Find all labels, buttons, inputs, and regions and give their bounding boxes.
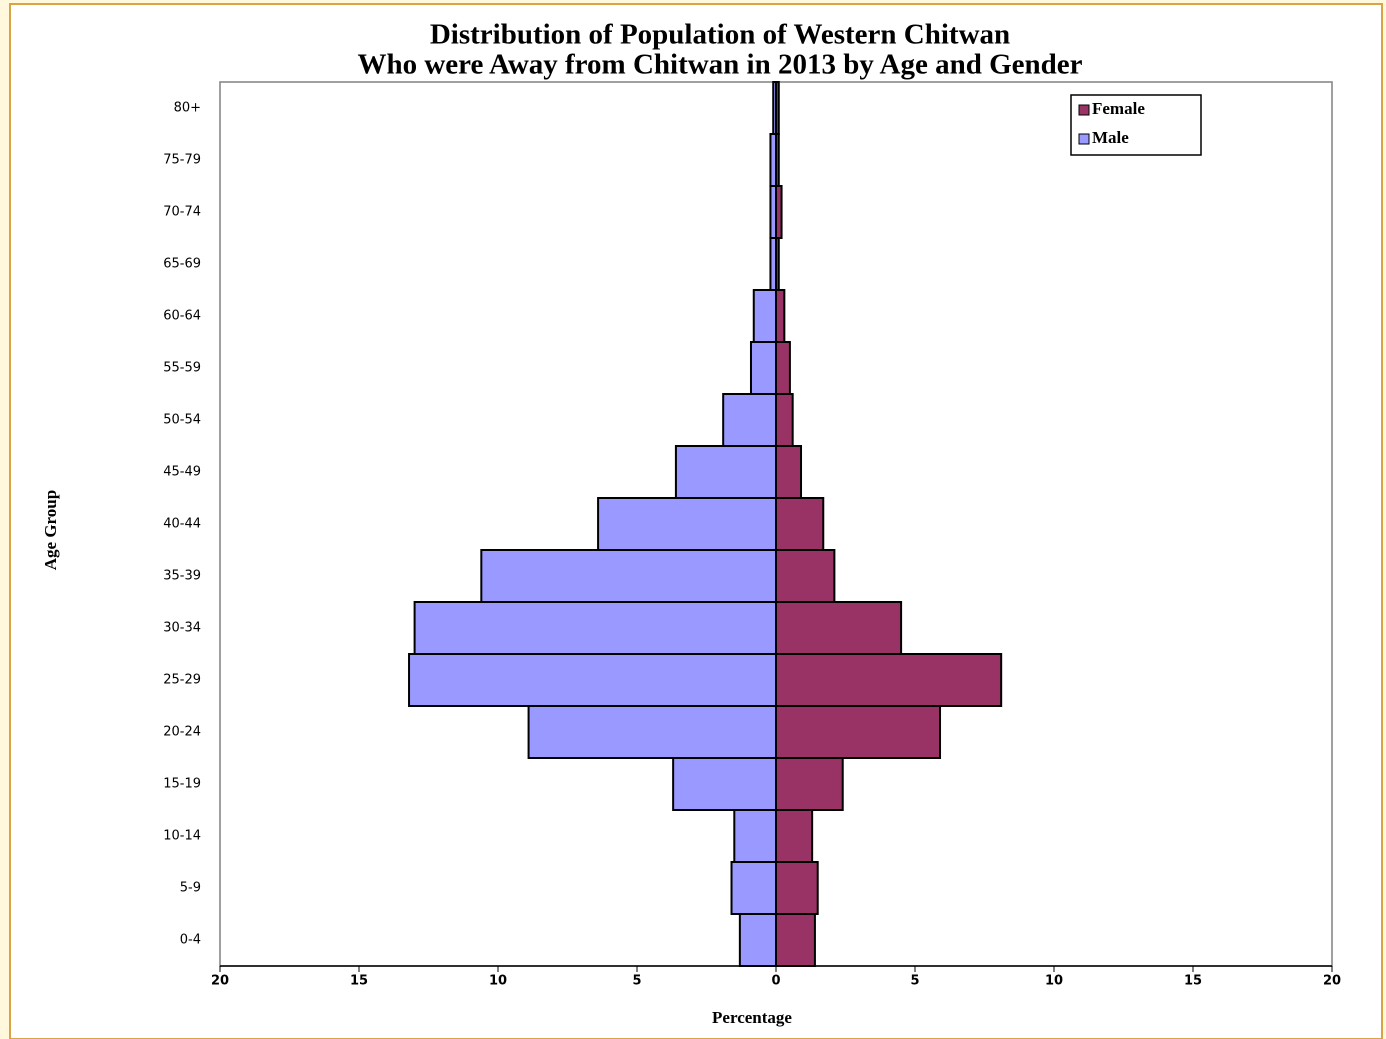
- legend-swatch: [1078, 133, 1090, 145]
- y-tick-label: 35-39: [163, 569, 201, 584]
- bar: [722, 393, 777, 447]
- bar: [408, 653, 777, 707]
- bar: [752, 289, 778, 343]
- chart-title: Who were Away from Chitwan in 2013 by Ag…: [357, 49, 1082, 81]
- x-tick-label: 5: [632, 974, 641, 989]
- x-axis-label: Percentage: [712, 1008, 792, 1027]
- x-tick-label: 10: [1045, 974, 1063, 989]
- y-tick-label: 25-29: [163, 673, 201, 688]
- bar: [730, 861, 778, 915]
- y-tick-label: 65-69: [163, 257, 201, 272]
- y-tick-label: 55-59: [163, 361, 201, 376]
- bar: [480, 549, 777, 603]
- bar: [597, 497, 778, 551]
- bar: [769, 237, 778, 291]
- y-tick-label: 70-74: [163, 205, 201, 220]
- bar: [775, 289, 786, 343]
- legend-label: Female: [1092, 99, 1145, 118]
- y-tick-label: 50-54: [163, 413, 201, 428]
- bar: [769, 185, 778, 239]
- legend-label: Male: [1092, 128, 1129, 147]
- y-tick-label: 60-64: [163, 309, 201, 324]
- legend-swatch: [1078, 104, 1090, 116]
- y-tick-label: 10-14: [163, 829, 201, 844]
- x-tick-label: 15: [350, 974, 368, 989]
- y-tick-label: 30-34: [163, 621, 201, 636]
- bar: [775, 757, 844, 811]
- x-tick-label: 15: [1184, 974, 1202, 989]
- bar: [672, 757, 778, 811]
- bar: [738, 913, 777, 967]
- chart-title: Distribution of Population of Western Ch…: [430, 19, 1010, 51]
- legend-box: [1070, 94, 1202, 156]
- bar: [775, 393, 794, 447]
- bar: [775, 601, 903, 655]
- y-axis-label: Age Group: [41, 490, 60, 570]
- bar: [674, 445, 777, 499]
- bar: [775, 861, 819, 915]
- bar: [775, 341, 791, 395]
- x-tick-label: 20: [1323, 974, 1341, 989]
- y-tick-label: 40-44: [163, 517, 201, 532]
- x-tick-label: 20: [211, 974, 229, 989]
- bar: [775, 653, 1003, 707]
- bar: [733, 809, 777, 863]
- y-tick-label: 80+: [174, 101, 201, 116]
- x-tick-label: 0: [771, 974, 780, 989]
- bar: [775, 705, 942, 759]
- y-tick-label: 45-49: [163, 465, 201, 480]
- bar: [775, 913, 816, 967]
- bar: [775, 497, 825, 551]
- bar: [772, 81, 777, 135]
- x-tick-label: 10: [489, 974, 507, 989]
- y-tick-label: 75-79: [163, 153, 201, 168]
- bar: [527, 705, 778, 759]
- y-tick-label: 20-24: [163, 725, 201, 740]
- y-tick-label: 5-9: [180, 881, 201, 896]
- bar: [775, 445, 803, 499]
- y-tick-label: 0-4: [180, 933, 201, 948]
- bar: [775, 549, 836, 603]
- bar: [413, 601, 777, 655]
- y-tick-label: 15-19: [163, 777, 201, 792]
- bar: [749, 341, 777, 395]
- x-tick-label: 5: [910, 974, 919, 989]
- bar: [775, 809, 814, 863]
- bar: [769, 133, 778, 187]
